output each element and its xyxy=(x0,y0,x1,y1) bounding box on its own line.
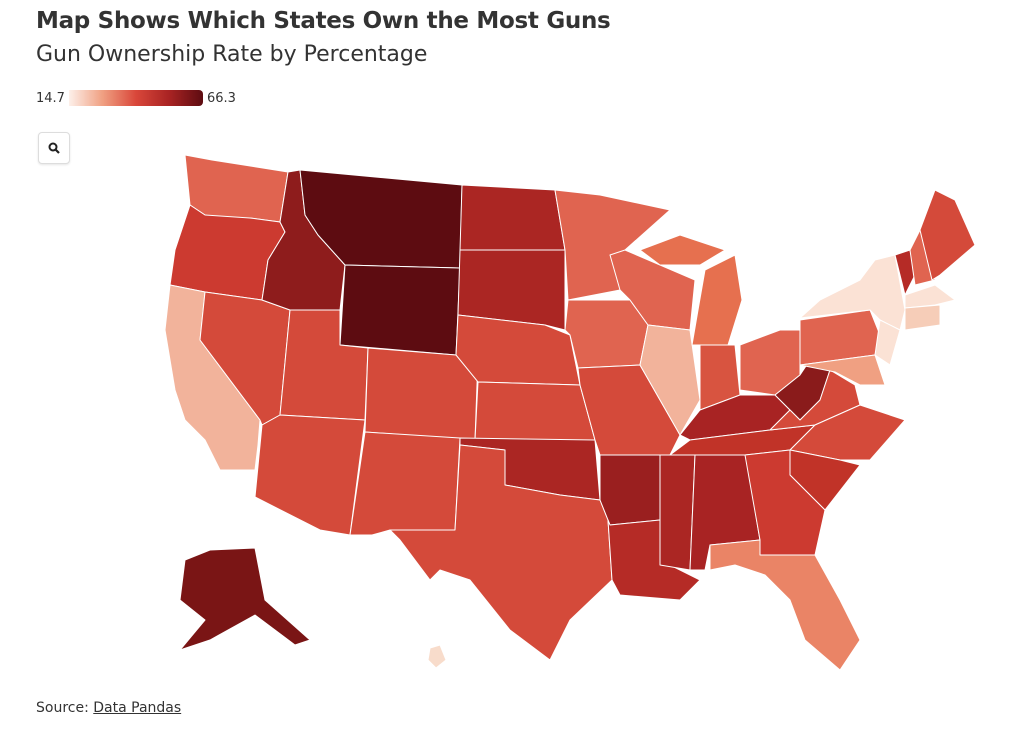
state-md[interactable] xyxy=(799,354,886,386)
legend-gradient xyxy=(68,90,203,106)
chart-subtitle: Gun Ownership Rate by Percentage xyxy=(36,42,428,67)
source-note: Source: Data Pandas xyxy=(36,700,181,716)
state-nh[interactable] xyxy=(909,229,936,286)
state-wy[interactable] xyxy=(339,264,461,356)
state-ak[interactable] xyxy=(179,547,311,651)
state-ny[interactable] xyxy=(799,254,906,331)
state-tx[interactable] xyxy=(389,444,613,661)
state-mi[interactable] xyxy=(691,254,743,346)
state-ia[interactable] xyxy=(564,299,649,369)
state-az[interactable] xyxy=(254,414,366,536)
state-me[interactable] xyxy=(919,189,976,281)
state-ms[interactable] xyxy=(659,454,696,571)
state-hi[interactable] xyxy=(427,644,447,669)
source-label: Source: xyxy=(36,700,89,716)
state-ct[interactable] xyxy=(904,304,941,331)
state-ma[interactable] xyxy=(904,284,956,309)
us-choropleth-map xyxy=(164,154,976,671)
color-legend: 14.7 66.3 xyxy=(36,90,236,106)
legend-min: 14.7 xyxy=(36,90,65,106)
source-link[interactable]: Data Pandas xyxy=(93,700,182,716)
state-fl[interactable] xyxy=(709,539,861,671)
state-nd[interactable] xyxy=(459,184,566,251)
state-mi[interactable] xyxy=(639,234,726,266)
legend-max: 66.3 xyxy=(206,90,236,106)
state-sd[interactable] xyxy=(457,249,566,331)
state-ks[interactable] xyxy=(474,381,596,441)
state-nj[interactable] xyxy=(874,319,901,366)
state-co[interactable] xyxy=(364,347,479,441)
chart-title: Map Shows Which States Own the Most Guns xyxy=(36,8,611,34)
zoom-button[interactable] xyxy=(38,132,70,164)
state-nm[interactable] xyxy=(349,431,461,536)
search-icon xyxy=(48,142,60,154)
